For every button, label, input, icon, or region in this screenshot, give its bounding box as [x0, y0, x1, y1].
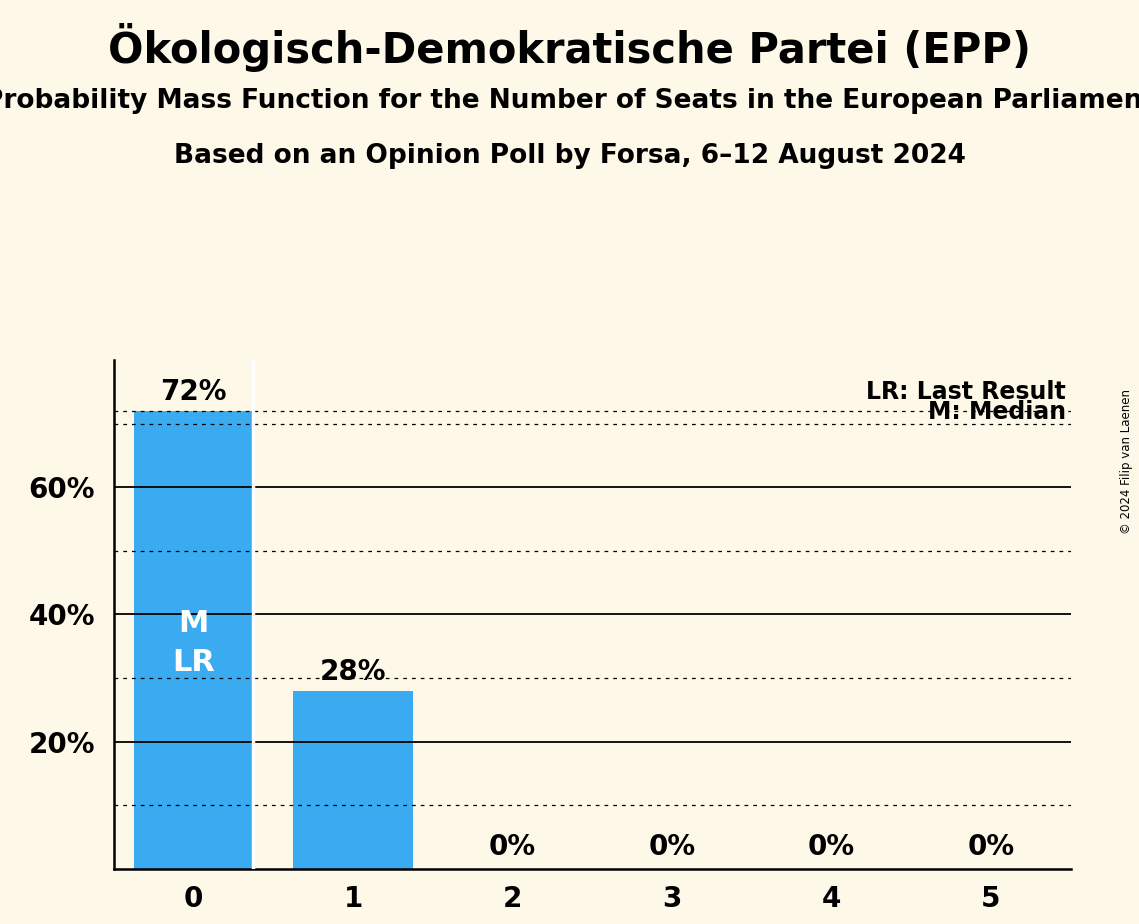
Text: Based on an Opinion Poll by Forsa, 6–12 August 2024: Based on an Opinion Poll by Forsa, 6–12 … — [173, 143, 966, 169]
Text: M: M — [179, 610, 208, 638]
Text: LR: LR — [172, 648, 215, 676]
Text: 72%: 72% — [161, 378, 227, 407]
Bar — [294, 690, 412, 869]
Text: 0%: 0% — [648, 833, 696, 861]
Text: Ökologisch-Demokratische Partei (EPP): Ökologisch-Demokratische Partei (EPP) — [108, 23, 1031, 72]
Text: M: Median: M: Median — [928, 400, 1066, 424]
Text: 0%: 0% — [967, 833, 1015, 861]
Bar — [134, 411, 253, 869]
Text: Probability Mass Function for the Number of Seats in the European Parliament: Probability Mass Function for the Number… — [0, 88, 1139, 114]
Text: © 2024 Filip van Laenen: © 2024 Filip van Laenen — [1121, 390, 1133, 534]
Text: 0%: 0% — [808, 833, 855, 861]
Text: LR: Last Result: LR: Last Result — [866, 380, 1066, 404]
Text: 28%: 28% — [320, 658, 386, 686]
Text: 0%: 0% — [489, 833, 536, 861]
